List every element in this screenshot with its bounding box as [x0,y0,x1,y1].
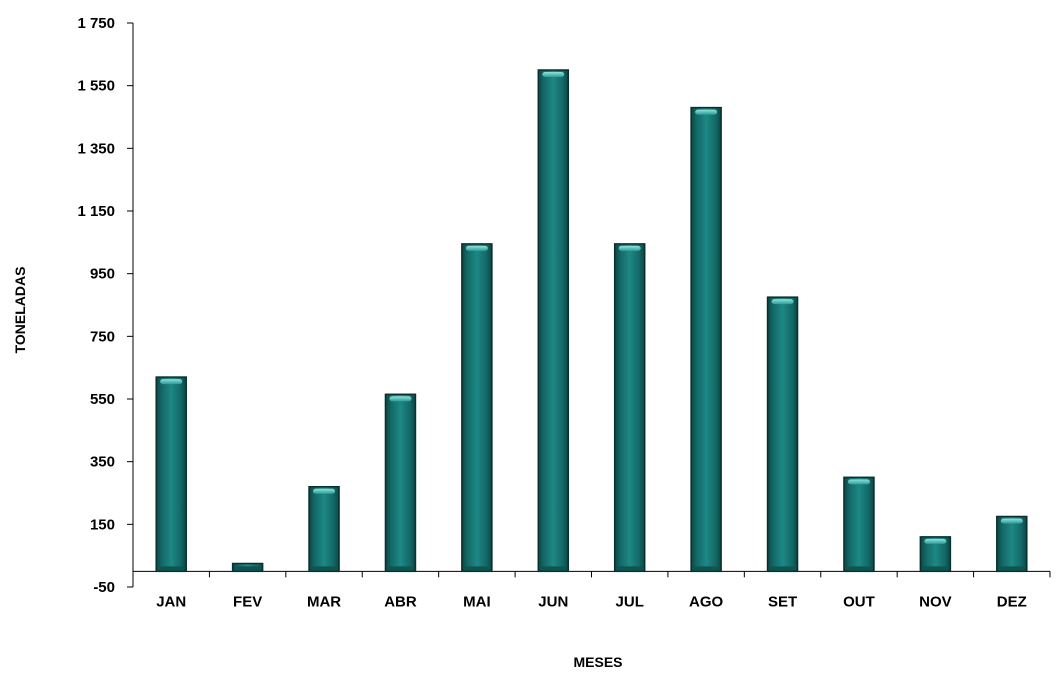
bar-ago [690,106,722,573]
bar-abr [384,393,417,573]
bar-body [461,243,493,573]
y-tick-label: 150 [90,516,115,533]
x-tick-label: OUT [843,593,875,610]
bar-body [766,296,799,573]
bar-highlight [465,245,488,251]
bar-jan [155,376,187,573]
bar-jun [537,69,570,573]
bar-base-shadow [845,566,872,571]
y-axis-title: TONELADAS [12,267,28,354]
bar-mai [461,243,493,573]
x-tick-label: JUL [616,593,644,610]
y-tick-label: 1 150 [77,203,115,220]
x-tick-label: ABR [384,593,417,610]
x-tick-label: AGO [689,593,724,610]
x-tick-label: JUN [538,593,568,610]
bar-base-shadow [540,566,567,571]
bar-base-shadow [769,566,796,571]
bar-body [308,485,340,573]
bar-base-shadow [234,566,261,571]
bar-set [766,296,799,573]
x-tick-label: MAI [463,593,491,610]
y-tick-label: 350 [90,454,115,471]
bars [155,69,1028,573]
bar-body [537,69,570,573]
y-tick-label: 1 550 [77,78,115,95]
bar-out [843,476,875,573]
bar-highlight [1000,518,1023,524]
bar-base-shadow [922,566,949,571]
tick-labels: -50 150 350 550 750 950 1 150 1 350 1 550 1 750 JA… [77,15,1026,610]
y-tick-label: 1 750 [77,15,115,32]
bar-base-shadow [463,566,490,571]
bar-base-shadow [387,566,414,571]
bar-highlight [618,245,641,251]
x-tick-label: NOV [919,593,952,610]
x-tick-label: MAR [307,593,341,610]
bar-fev [231,562,264,573]
x-tick-label: JAN [156,593,186,610]
bar-highlight [160,379,183,385]
x-axis-title: MESES [573,654,622,670]
bar-highlight [695,109,718,115]
bar-dez [996,515,1028,573]
bar-highlight [542,72,565,77]
x-tick-label: FEV [233,593,262,610]
y-tick-label: 550 [90,391,115,408]
y-tick-label: 1 350 [77,140,115,157]
bar-base-shadow [693,566,720,571]
axes [127,22,1051,588]
bar-base-shadow [311,566,338,571]
bar-highlight [924,538,947,544]
bar-body [384,393,417,573]
y-tick-label: -50 [93,579,115,596]
bar-base-shadow [158,566,185,571]
bar-highlight [389,396,412,402]
bar-body [690,106,722,573]
bar-highlight [771,299,794,305]
x-tick-label: DEZ [997,593,1027,610]
bar-body [996,515,1028,573]
bar-highlight [313,488,336,494]
bar-base-shadow [616,566,643,571]
bar-highlight [847,479,870,485]
bar-jul [613,243,646,573]
x-tick-label: SET [768,593,797,610]
bar-mar [308,485,340,573]
bar-nov [919,536,952,573]
bar-base-shadow [998,566,1025,571]
y-tick-label: 750 [90,328,115,345]
bar-body [613,243,646,573]
bar-body [843,476,875,573]
y-tick-label: 950 [90,266,115,283]
bar-body [155,376,187,573]
